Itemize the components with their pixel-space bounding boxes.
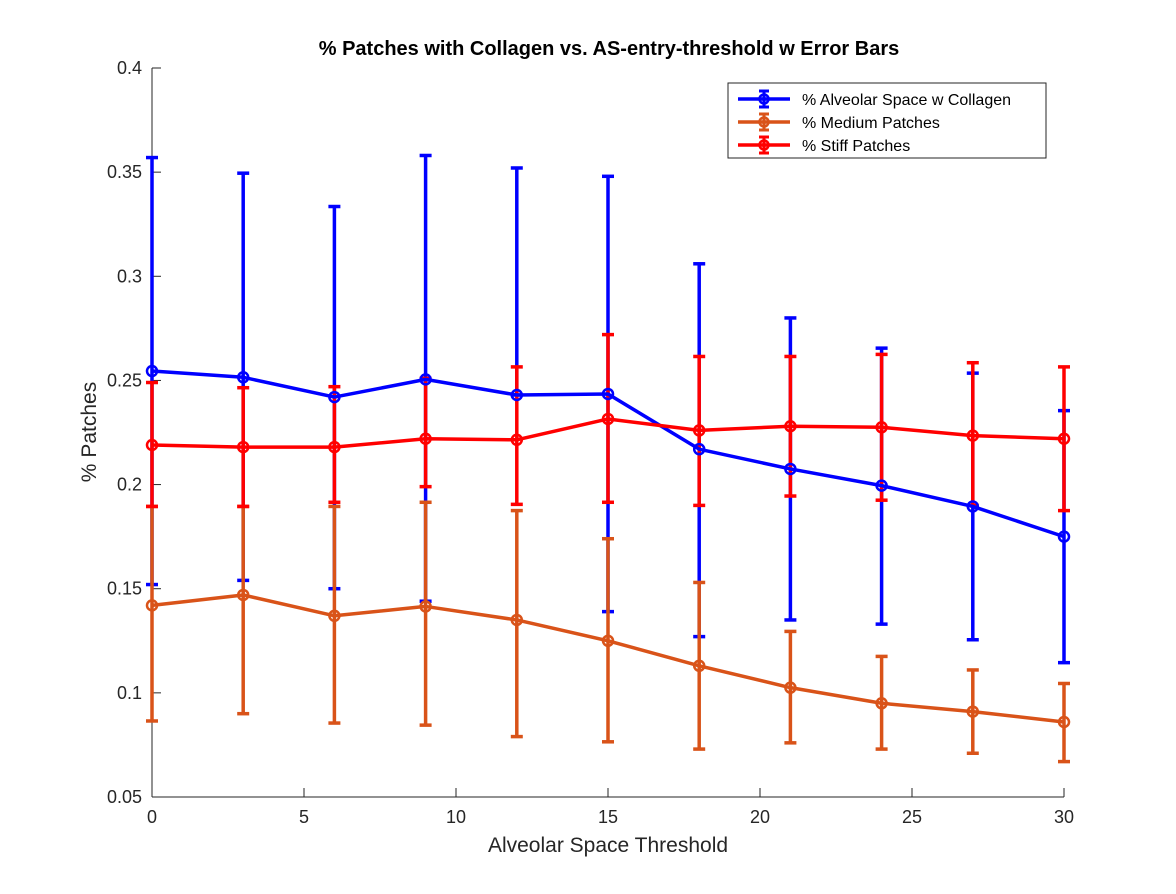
legend: % Alveolar Space w Collagen % Medium Patc… xyxy=(727,82,1047,159)
medium-patches-point xyxy=(692,659,706,673)
medium-patches-point xyxy=(875,697,888,710)
legend-items: % Alveolar Space w Collagen % Medium Patc… xyxy=(738,89,1011,155)
medium-patches-point xyxy=(510,613,524,627)
stiff-patches-error-bar xyxy=(1058,365,1070,513)
x-tick-label: 20 xyxy=(750,807,770,827)
y-tick-label: 0.25 xyxy=(107,370,142,390)
y-tick-label: 0.15 xyxy=(107,579,142,599)
stiff-patches-point xyxy=(145,438,159,452)
alveolar-space-w-collagen-point xyxy=(328,390,341,404)
stiff-patches-point xyxy=(601,412,615,426)
alveolar-space-w-collagen-point xyxy=(692,442,706,456)
legend-label: % Medium Patches xyxy=(802,115,940,132)
stiff-patches-point xyxy=(966,429,980,442)
alveolar-space-w-collagen-point xyxy=(510,388,524,402)
stiff-patches-point xyxy=(784,420,797,433)
y-tick-label: 0.3 xyxy=(117,266,142,286)
legend-swatch-marker xyxy=(758,116,770,128)
legend-label: % Alveolar Space w Collagen xyxy=(802,92,1011,109)
x-tick-label: 25 xyxy=(902,807,922,827)
alveolar-space-w-collagen-point xyxy=(875,479,888,492)
alveolar-space-w-collagen-point xyxy=(601,387,615,401)
medium-patches-error-bar xyxy=(419,500,432,727)
x-axis-label: Alveolar Space Threshold xyxy=(488,834,728,857)
alveolar-space-w-collagen-point xyxy=(784,462,797,476)
stiff-patches-point xyxy=(875,421,888,434)
y-tick-label: 0.35 xyxy=(107,162,142,182)
x-tick-label: 5 xyxy=(299,807,309,827)
x-tick-label: 10 xyxy=(446,807,466,827)
stiff-patches-point xyxy=(328,440,341,454)
medium-patches-point xyxy=(784,681,797,694)
stiff-patches-point xyxy=(419,432,432,445)
y-tick-label: 0.2 xyxy=(117,475,142,495)
error-bars xyxy=(146,153,1070,764)
medium-patches-point xyxy=(328,609,341,623)
alveolar-space-w-collagen-point xyxy=(1057,530,1071,543)
legend-swatch-marker xyxy=(758,139,770,151)
chart-title: % Patches with Collagen vs. AS-entry-thr… xyxy=(319,38,900,60)
medium-patches-point xyxy=(966,705,980,718)
legend-label: % Stiff Patches xyxy=(802,138,910,155)
medium-patches-point xyxy=(236,588,250,602)
stiff-patches-error-bar xyxy=(146,380,158,509)
x-tick-label: 30 xyxy=(1054,807,1074,827)
series-lines xyxy=(145,364,1071,729)
legend-item-alveolar-space-w-collagen: % Alveolar Space w Collagen xyxy=(738,89,1011,109)
stiff-patches-error-bar xyxy=(328,384,341,505)
y-tick-label: 0.4 xyxy=(117,58,142,78)
medium-patches-line xyxy=(151,593,1065,724)
stiff-patches-point xyxy=(510,433,524,447)
alveolar-space-w-collagen-point xyxy=(236,371,250,384)
alveolar-space-w-collagen-point xyxy=(419,373,432,386)
legend-item-medium-patches: % Medium Patches xyxy=(738,112,940,132)
y-tick-label: 0.05 xyxy=(107,787,142,807)
stiff-patches-line xyxy=(151,417,1065,449)
alveolar-space-w-collagen-point xyxy=(145,364,159,378)
alveolar-space-w-collagen-point xyxy=(966,500,980,513)
stiff-patches-point xyxy=(692,424,706,437)
medium-patches-point xyxy=(1057,715,1071,729)
alveolar-space-w-collagen-line xyxy=(151,369,1065,539)
y-axis-label: % Patches xyxy=(78,382,101,482)
stiff-patches-point xyxy=(1057,432,1071,445)
medium-patches-error-bar xyxy=(510,508,523,739)
legend-item-stiff-patches: % Stiff Patches xyxy=(738,135,910,155)
y-tick-label: 0.1 xyxy=(117,683,142,703)
medium-patches-point xyxy=(419,600,432,613)
medium-patches-error-bar xyxy=(1058,681,1070,764)
medium-patches-point xyxy=(145,599,159,612)
medium-patches-point xyxy=(601,634,615,648)
x-ticks: 0 5 10 15 20 25 30 xyxy=(147,788,1074,827)
legend-swatch-marker xyxy=(758,93,770,105)
x-tick-label: 15 xyxy=(598,807,618,827)
stiff-patches-point xyxy=(236,440,250,454)
x-tick-label: 0 xyxy=(147,807,157,827)
y-ticks: 0.05 0.1 0.15 0.2 0.25 0.3 0.35 0.4 xyxy=(107,58,161,807)
